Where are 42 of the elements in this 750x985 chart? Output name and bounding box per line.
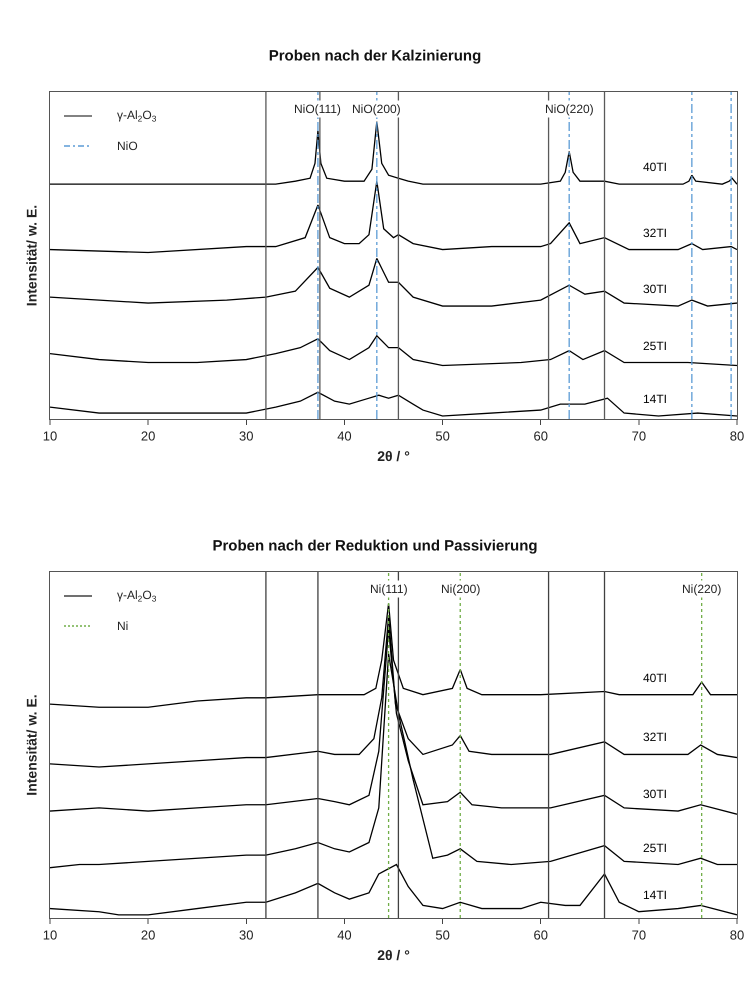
y-axis-title: Intensität/ w. E.	[24, 204, 40, 306]
x-tick-label: 60	[533, 428, 548, 444]
x-axis-title: 2θ / °	[377, 946, 410, 963]
x-tick-label: 10	[42, 928, 58, 943]
annotation: Ni	[117, 619, 128, 633]
series-label: 32TI	[643, 730, 668, 744]
y-axis-title: Intensität/ w. E.	[24, 694, 40, 796]
series-label: 25TI	[643, 339, 668, 353]
ref-line-label: Ni(220)	[682, 582, 722, 596]
x-tick-label: 50	[435, 428, 450, 444]
x-tick-label: 30	[239, 928, 254, 943]
ref-line-label: Ni(111)	[370, 582, 408, 596]
series-label: 30TI	[643, 787, 668, 801]
x-tick-label: 20	[140, 428, 156, 444]
x-tick-label: 80	[730, 428, 744, 444]
ref-line-label: NiO(220)	[545, 102, 594, 116]
series-label: 14TI	[643, 888, 668, 902]
series-label: 40TI	[643, 671, 668, 685]
series-label: 25TI	[643, 841, 668, 855]
series-label: 30TI	[643, 282, 668, 296]
x-tick-label: 80	[730, 928, 744, 943]
annotation: γ-Al$_{2}$O$_{3}$	[117, 108, 157, 124]
ref-line-label: Ni(200)	[441, 582, 480, 596]
annotation: NiO	[117, 139, 138, 153]
x-tick-label: 40	[337, 928, 352, 943]
x-tick-label: 70	[632, 428, 646, 444]
series-label: 32TI	[643, 226, 668, 240]
x-tick-label: 10	[42, 428, 58, 444]
x-tick-label: 30	[239, 428, 254, 444]
annotation: γ-Al$_{2}$O$_{3}$	[117, 588, 157, 604]
x-axis-title: 2θ / °	[377, 448, 410, 464]
series-label: 40TI	[643, 160, 668, 174]
x-tick-label: 50	[435, 928, 450, 943]
x-tick-label: 20	[140, 928, 156, 943]
series-label: 14TI	[643, 392, 668, 406]
x-tick-label: 70	[632, 928, 646, 943]
ref-line-label: NiO(200)	[352, 102, 401, 116]
x-tick-label: 40	[337, 428, 352, 444]
chart-title: Proben nach der Kalzinierung	[268, 47, 482, 64]
x-tick-label: 60	[533, 928, 548, 943]
chart-title: Proben nach der Reduktion und Passivierung	[212, 537, 538, 554]
ref-line-label: NiO(111)	[294, 102, 341, 116]
